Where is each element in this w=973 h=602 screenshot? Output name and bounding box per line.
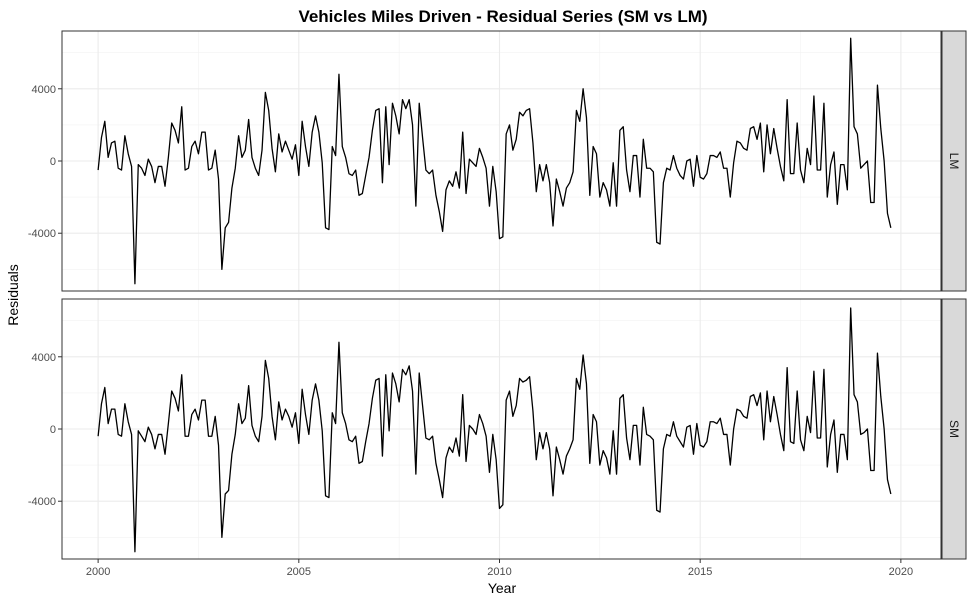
x-axis: 2000 2005 2010 2015 2020 (86, 559, 913, 578)
residual-series-line (97, 307, 892, 553)
y-tick-label: 0 (50, 156, 56, 168)
x-tick-label: 2000 (86, 566, 110, 578)
x-tick-label: 2010 (487, 566, 511, 578)
facet-strip (941, 30, 967, 292)
panel-sm: -4000 0 4000 SM (28, 298, 967, 560)
facet-strip (941, 298, 967, 560)
chart-title: Vehicles Miles Driven - Residual Series … (298, 7, 707, 26)
panel-border (61, 298, 942, 560)
y-tick-label: 4000 (32, 352, 56, 364)
facet-strip-label: LM (947, 153, 961, 170)
residual-series-line (97, 37, 892, 285)
y-axis-title: Residuals (5, 264, 21, 325)
facet-strip-label: SM (947, 420, 961, 438)
x-tick-label: 2015 (688, 566, 712, 578)
x-axis-title: Year (488, 580, 517, 596)
panel-lm: -4000 0 4000 LM (28, 30, 967, 292)
y-tick-label: -4000 (28, 496, 56, 508)
x-tick-label: 2020 (889, 566, 913, 578)
panel-border (61, 30, 942, 292)
x-tick-label: 2005 (287, 566, 311, 578)
y-tick-label: 4000 (32, 84, 56, 96)
y-tick-label: -4000 (28, 228, 56, 240)
y-tick-label: 0 (50, 424, 56, 436)
